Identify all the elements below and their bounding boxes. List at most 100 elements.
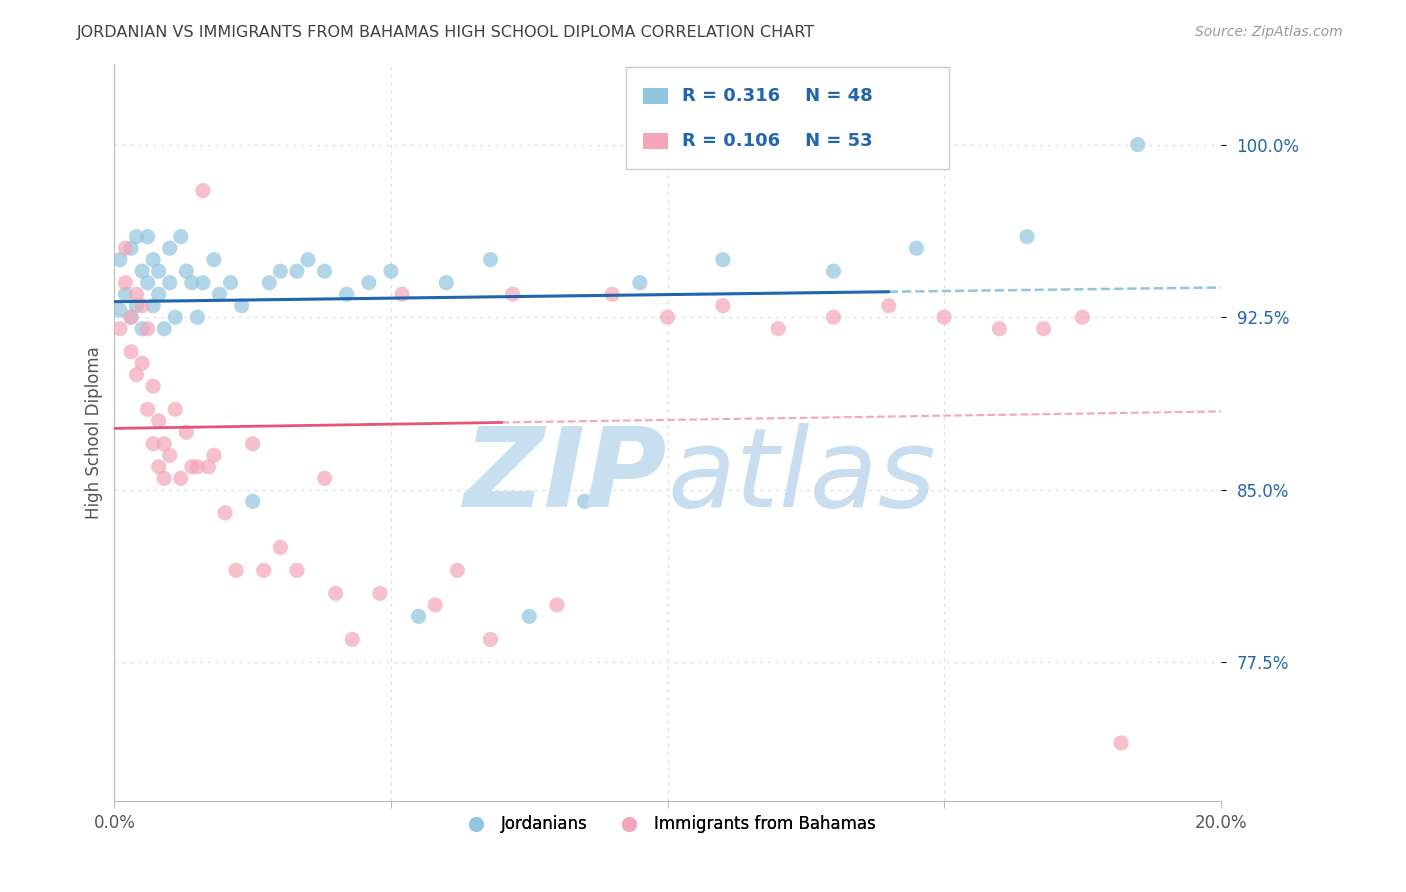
Point bbox=[176, 264, 198, 278]
Point bbox=[357, 276, 380, 290]
Point bbox=[125, 368, 148, 382]
Point bbox=[180, 459, 202, 474]
Point bbox=[214, 506, 236, 520]
Point bbox=[120, 344, 142, 359]
Text: R = 0.106    N = 53: R = 0.106 N = 53 bbox=[682, 132, 873, 150]
Point bbox=[285, 264, 308, 278]
Point bbox=[242, 437, 264, 451]
Point bbox=[905, 241, 928, 255]
Point bbox=[202, 252, 225, 267]
Point bbox=[314, 264, 336, 278]
Point bbox=[600, 287, 623, 301]
Point bbox=[114, 276, 136, 290]
Point bbox=[202, 448, 225, 462]
Point bbox=[711, 252, 734, 267]
Point bbox=[136, 322, 159, 336]
Point bbox=[165, 310, 187, 325]
Point bbox=[225, 563, 247, 577]
Text: R = 0.316    N = 48: R = 0.316 N = 48 bbox=[682, 87, 873, 104]
Point bbox=[191, 276, 214, 290]
Point bbox=[1032, 322, 1054, 336]
Point bbox=[325, 586, 347, 600]
Point bbox=[425, 598, 447, 612]
Point bbox=[136, 276, 159, 290]
Point bbox=[711, 299, 734, 313]
Point bbox=[479, 252, 502, 267]
Point bbox=[342, 632, 364, 647]
Point bbox=[120, 310, 142, 325]
Point bbox=[108, 252, 131, 267]
Point bbox=[142, 379, 165, 393]
Point bbox=[517, 609, 540, 624]
Point bbox=[314, 471, 336, 485]
Point bbox=[479, 632, 502, 647]
Point bbox=[434, 276, 457, 290]
Y-axis label: High School Diploma: High School Diploma bbox=[86, 346, 103, 518]
Point bbox=[142, 299, 165, 313]
Point bbox=[1109, 736, 1132, 750]
Point bbox=[165, 402, 187, 417]
Point bbox=[336, 287, 359, 301]
Point bbox=[391, 287, 413, 301]
Point bbox=[988, 322, 1011, 336]
Point bbox=[1015, 229, 1038, 244]
Point bbox=[186, 310, 208, 325]
Text: atlas: atlas bbox=[668, 423, 936, 530]
Point bbox=[159, 448, 181, 462]
Point bbox=[502, 287, 524, 301]
Text: ZIP: ZIP bbox=[464, 423, 668, 530]
Point bbox=[253, 563, 276, 577]
Point bbox=[446, 563, 468, 577]
Point bbox=[142, 252, 165, 267]
Point bbox=[131, 264, 153, 278]
Point bbox=[159, 241, 181, 255]
Point bbox=[125, 287, 148, 301]
Point bbox=[120, 310, 142, 325]
Point bbox=[108, 322, 131, 336]
Point bbox=[877, 299, 900, 313]
Point bbox=[180, 276, 202, 290]
Point bbox=[219, 276, 242, 290]
Point bbox=[628, 276, 651, 290]
Point bbox=[231, 299, 253, 313]
Point bbox=[269, 264, 291, 278]
Point bbox=[142, 437, 165, 451]
Point bbox=[114, 241, 136, 255]
Text: JORDANIAN VS IMMIGRANTS FROM BAHAMAS HIGH SCHOOL DIPLOMA CORRELATION CHART: JORDANIAN VS IMMIGRANTS FROM BAHAMAS HIG… bbox=[77, 25, 815, 40]
Point bbox=[125, 229, 148, 244]
Point bbox=[108, 303, 131, 318]
Point bbox=[823, 264, 845, 278]
Point bbox=[131, 356, 153, 370]
Point bbox=[269, 541, 291, 555]
Point bbox=[148, 264, 170, 278]
Point bbox=[153, 322, 176, 336]
Point bbox=[1126, 137, 1149, 152]
Point bbox=[259, 276, 281, 290]
Point bbox=[932, 310, 955, 325]
Point bbox=[153, 471, 176, 485]
Point bbox=[657, 310, 679, 325]
Point bbox=[368, 586, 391, 600]
Point bbox=[153, 437, 176, 451]
Point bbox=[297, 252, 319, 267]
Text: Source: ZipAtlas.com: Source: ZipAtlas.com bbox=[1195, 25, 1343, 39]
Point bbox=[766, 322, 789, 336]
Point bbox=[136, 402, 159, 417]
Point bbox=[574, 494, 596, 508]
Point bbox=[197, 459, 219, 474]
Point bbox=[1071, 310, 1094, 325]
Point bbox=[170, 229, 193, 244]
Point bbox=[380, 264, 402, 278]
Point bbox=[148, 414, 170, 428]
Point bbox=[131, 322, 153, 336]
Point bbox=[191, 184, 214, 198]
Point bbox=[208, 287, 231, 301]
Point bbox=[170, 471, 193, 485]
Point bbox=[131, 299, 153, 313]
Point bbox=[159, 276, 181, 290]
Point bbox=[285, 563, 308, 577]
Point bbox=[408, 609, 430, 624]
Point bbox=[114, 287, 136, 301]
Point bbox=[120, 241, 142, 255]
Point bbox=[176, 425, 198, 440]
